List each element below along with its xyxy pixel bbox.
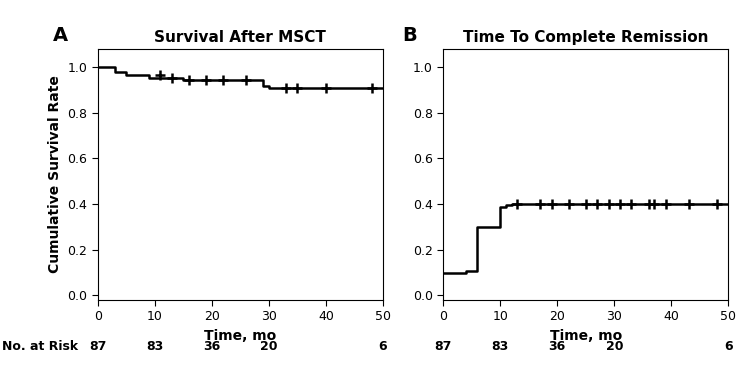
- Text: 20: 20: [605, 340, 623, 353]
- Text: 6: 6: [724, 340, 733, 353]
- Title: Time To Complete Remission: Time To Complete Remission: [463, 30, 708, 45]
- Text: 83: 83: [492, 340, 508, 353]
- Text: No. at Risk: No. at Risk: [2, 340, 77, 353]
- Y-axis label: Cumulative Survival Rate: Cumulative Survival Rate: [47, 75, 62, 273]
- Text: 87: 87: [434, 340, 452, 353]
- Title: Survival After MSCT: Survival After MSCT: [155, 30, 326, 45]
- Text: 36: 36: [204, 340, 220, 353]
- Text: 20: 20: [260, 340, 278, 353]
- Text: 83: 83: [146, 340, 163, 353]
- Text: A: A: [53, 26, 68, 45]
- Text: 36: 36: [549, 340, 566, 353]
- Text: 6: 6: [379, 340, 388, 353]
- Text: B: B: [402, 26, 417, 45]
- X-axis label: Time, mo: Time, mo: [204, 329, 276, 343]
- Text: 87: 87: [89, 340, 107, 353]
- X-axis label: Time, mo: Time, mo: [550, 329, 622, 343]
